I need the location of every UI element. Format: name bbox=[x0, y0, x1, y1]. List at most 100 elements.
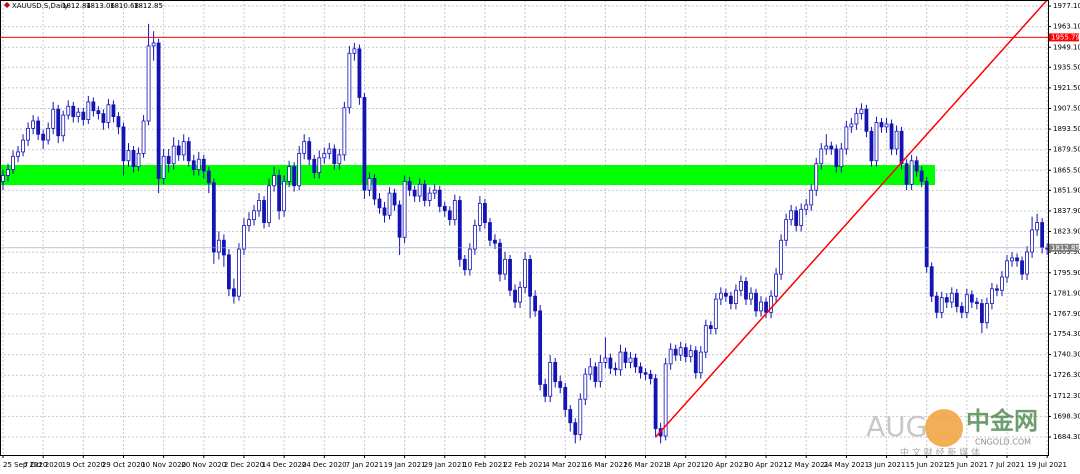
candle-body bbox=[1005, 260, 1009, 278]
candle-body bbox=[372, 178, 377, 200]
x-tick-label: 10 Nov 2020 bbox=[141, 461, 186, 469]
candle-body bbox=[764, 301, 768, 313]
candle-body bbox=[749, 292, 753, 300]
header: XAUUSD.S,Daily 1812.84 1813.06 1810.68 1… bbox=[4, 2, 163, 10]
candle-body bbox=[1030, 229, 1034, 253]
candle-body bbox=[322, 152, 327, 159]
x-tick-label: 4 Mar 2021 bbox=[545, 461, 585, 469]
candle-body bbox=[317, 157, 322, 173]
candle-body bbox=[357, 48, 362, 98]
candle-body bbox=[643, 372, 648, 375]
candle-body bbox=[879, 122, 884, 128]
candle-body bbox=[452, 200, 457, 221]
candle-body bbox=[498, 242, 502, 275]
candle-body bbox=[176, 145, 181, 156]
y-tick-label: 1781.90 bbox=[1053, 289, 1080, 297]
candle-body bbox=[11, 155, 15, 170]
candle-body bbox=[41, 133, 46, 141]
candle-body bbox=[417, 183, 422, 197]
candle-body bbox=[969, 294, 974, 303]
candle-body bbox=[362, 97, 367, 191]
candle-body bbox=[392, 192, 397, 206]
candle-body bbox=[990, 288, 994, 304]
zone bbox=[0, 165, 935, 186]
y-tick-label: 1879.50 bbox=[1053, 146, 1080, 154]
candle-body bbox=[196, 158, 201, 170]
candle-body bbox=[141, 120, 146, 154]
candle-body bbox=[61, 114, 66, 137]
watermark-slogan: 中 文 财 经 新 媒 体 bbox=[900, 447, 980, 459]
candle-body bbox=[934, 295, 939, 313]
candle-body bbox=[884, 123, 889, 128]
candle-body bbox=[402, 180, 407, 238]
candle-body bbox=[543, 384, 548, 397]
candle-body bbox=[427, 192, 432, 201]
candle-body bbox=[713, 298, 718, 329]
candle-body bbox=[111, 104, 116, 117]
candle-body bbox=[628, 357, 633, 363]
x-tick-label: 19 Oct 2020 bbox=[62, 461, 105, 469]
candle-body bbox=[744, 281, 748, 300]
y-tick-label: 1977.10 bbox=[1053, 2, 1080, 10]
y-tick-label: 1963.10 bbox=[1053, 23, 1080, 31]
candle-body bbox=[161, 155, 166, 179]
y-tick-label: 1907.50 bbox=[1053, 104, 1080, 112]
candle-body bbox=[337, 154, 342, 165]
candle-body bbox=[754, 292, 758, 312]
x-tick-label: 3 Jun 2021 bbox=[868, 461, 906, 469]
candle-body bbox=[156, 42, 161, 179]
candle-body bbox=[91, 101, 96, 112]
candle-body bbox=[804, 204, 809, 210]
candle-body bbox=[1040, 222, 1045, 248]
symbol-icon bbox=[4, 2, 10, 8]
x-tick-label: 2 Dec 2020 bbox=[224, 461, 264, 469]
candle-body bbox=[824, 145, 829, 150]
candle-body bbox=[292, 166, 297, 187]
candle-body bbox=[944, 297, 949, 303]
ohlc-close: 1812.85 bbox=[134, 2, 163, 10]
candle-body bbox=[729, 295, 733, 304]
candle-body bbox=[583, 373, 588, 400]
candle-body bbox=[869, 130, 874, 162]
candle-body bbox=[307, 141, 312, 160]
candle-body bbox=[563, 387, 568, 410]
candle-body bbox=[653, 378, 658, 430]
candle-body bbox=[237, 248, 241, 297]
candle-body bbox=[723, 292, 728, 297]
candle-body bbox=[186, 141, 191, 162]
y-tick-label: 1698.30 bbox=[1053, 412, 1080, 420]
candle-body bbox=[924, 180, 929, 268]
candle-body bbox=[1020, 260, 1024, 275]
candle-body bbox=[297, 152, 302, 187]
candle-body bbox=[483, 203, 487, 223]
candle-body bbox=[488, 222, 492, 241]
candle-body bbox=[693, 350, 698, 374]
y-tick-label: 1865.50 bbox=[1053, 166, 1080, 174]
y-tick-label: 1684.30 bbox=[1053, 433, 1080, 441]
candle-body bbox=[769, 295, 773, 313]
last-price-tag bbox=[1049, 243, 1079, 252]
y-tick-label: 1893.50 bbox=[1053, 125, 1080, 133]
candle-body bbox=[1000, 276, 1004, 291]
candle-body bbox=[874, 122, 879, 162]
candle-body bbox=[638, 366, 643, 374]
candle-body bbox=[71, 105, 76, 117]
candle-body bbox=[889, 123, 894, 150]
candle-body bbox=[282, 180, 287, 212]
price-tag-label: 1955.79 bbox=[1051, 33, 1080, 41]
candle-body bbox=[980, 303, 984, 324]
candle-body bbox=[116, 116, 121, 128]
y-tick-label: 1809.90 bbox=[1053, 248, 1080, 256]
candle-body bbox=[814, 163, 819, 191]
candle-body bbox=[342, 107, 347, 156]
y-tick-label: 1740.30 bbox=[1053, 351, 1080, 359]
candle-body bbox=[1010, 257, 1014, 262]
ohlc-high: 1813.06 bbox=[86, 2, 115, 10]
symbol: XAUUSD.S,Daily bbox=[12, 2, 68, 10]
x-tick-label: 16 Mar 2021 bbox=[583, 461, 627, 469]
candle-body bbox=[1035, 222, 1040, 231]
candle-body bbox=[739, 281, 743, 291]
candle-body bbox=[211, 182, 216, 253]
candle-body bbox=[101, 113, 106, 123]
